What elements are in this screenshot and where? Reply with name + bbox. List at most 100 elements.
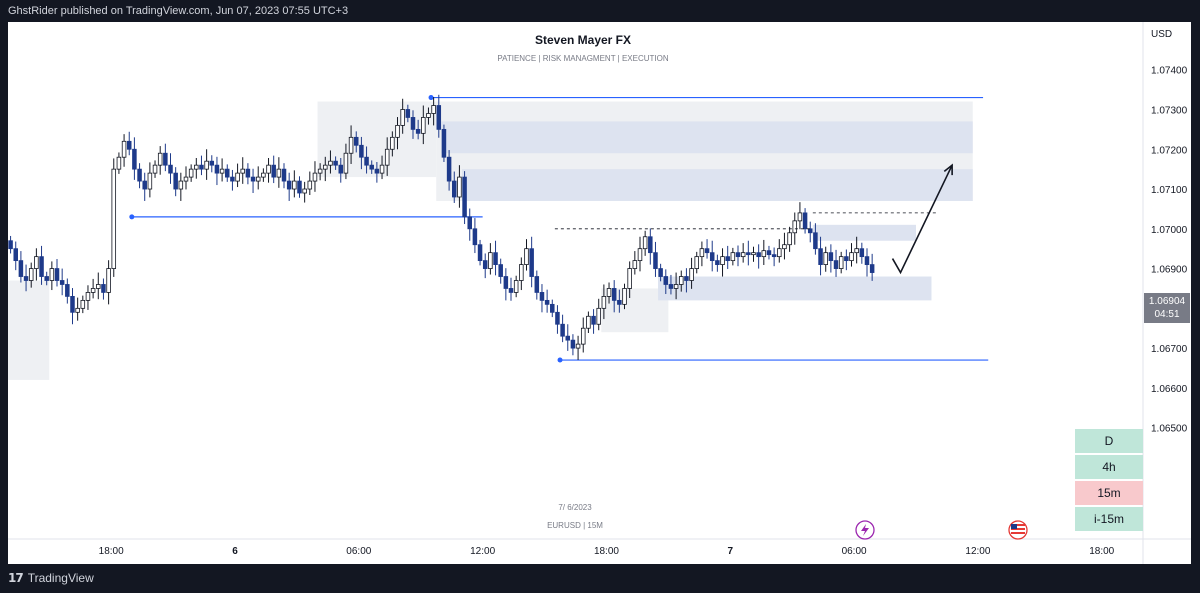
candle-body [255,176,261,182]
candle-body [230,176,235,182]
candle-body [343,152,349,174]
zones-layer [8,101,973,380]
candle-body [219,168,225,174]
candle-body [142,180,147,190]
time-tick-label: 06:00 [842,546,867,557]
candlestick-chart[interactable]: Steven Mayer FX PATIENCE | RISK MANAGMEN… [8,22,1191,564]
candle-body [183,176,189,182]
candle-body [498,264,503,277]
time-tick-label: 06:00 [346,546,371,557]
bottom-bar: 17 TradingView [0,564,1200,593]
candle-body [328,160,333,166]
candle-body [384,148,390,166]
us-flag-icon[interactable] [1008,520,1028,540]
candle-body [302,188,307,194]
price-tick-label: 1.07400 [1151,66,1188,77]
candle-body [611,288,617,301]
candle-body [364,156,369,166]
candle-body [292,180,297,190]
zone-grey [8,280,50,380]
candle-body [720,256,725,265]
candle-body [555,311,560,325]
candle-body [431,105,436,114]
candle-body [178,180,184,190]
time-tick-label: 12:00 [470,546,495,557]
candle-body [400,109,405,126]
candle-body [70,296,75,313]
candle-body [833,260,839,269]
candle-body [534,276,540,293]
candle-body [586,315,591,329]
price-tick-label: 1.06500 [1151,424,1188,435]
candle-body [653,252,658,269]
candle-body [90,288,96,293]
time-tick-label: 18:00 [1089,546,1114,557]
watermark-date: 7/ 6/2023 [558,503,592,512]
candle-body [457,176,462,198]
candle-body [689,268,694,281]
candle-body [18,260,24,277]
zone-blue [658,276,932,301]
candle-body [560,323,565,337]
candle-body [353,136,359,146]
candle-body [13,248,18,262]
candle-body [250,176,256,182]
candle-body [622,288,627,305]
candle-body [199,164,204,170]
candle-body [390,136,395,150]
timeframe-4h-label: 4h [1102,460,1116,474]
candle-body [436,105,442,130]
candle-body [740,252,746,258]
candle-body [529,248,534,277]
candle-body [405,109,411,118]
candle-body [106,268,111,293]
candle-body [54,268,60,281]
tradingview-logo[interactable]: 17 TradingView [8,571,94,585]
time-tick-label: 12:00 [965,546,990,557]
level-anchor [557,357,563,363]
candle-body [838,256,844,269]
zone-blue [441,121,973,154]
timeframe-15m-label: 15m [1097,486,1121,500]
candle-body [601,296,607,309]
candle-body [65,284,70,297]
price-tick-label: 1.07100 [1151,185,1188,196]
candle-body [477,244,483,262]
timeframe-d-label: D [1104,434,1114,448]
candle-body [802,212,808,230]
price-tick-label: 1.07300 [1151,105,1188,116]
candle-body [132,148,137,170]
candle-body [792,220,798,234]
candle-body [266,164,271,174]
candle-body [488,252,493,269]
candle-body [565,335,571,341]
candle-body [508,288,514,293]
candle-body [59,280,65,285]
time-tick-label: 6 [232,546,238,557]
candle-body [864,256,870,265]
candle-body [446,156,452,182]
candle-body [28,268,34,281]
candle-body [591,315,596,325]
time-axis-ticks: 18:00 6 06:00 12:00 18:00 7 06:00 12:00 18:00 [99,546,1115,557]
tradingview-brand: TradingView [27,571,94,585]
level-anchor [428,95,434,101]
zone-blue [462,169,973,201]
candle-body [23,276,29,281]
candle-body [44,276,49,281]
chart-frame[interactable]: Steven Mayer FX PATIENCE | RISK MANAGMEN… [8,22,1191,564]
candle-body [617,299,622,305]
candle-body [550,303,555,313]
candle-body [658,268,663,277]
candle-body [854,248,859,254]
candle-body [467,216,472,230]
candle-body [188,168,194,178]
candle-body [297,180,302,194]
time-tick-label: 7 [727,546,733,557]
candle-body [761,250,767,258]
candle-body [673,284,679,289]
price-tick-label: 1.06600 [1151,384,1188,395]
lightning-icon[interactable] [855,520,875,540]
timeframe-i15m: i-15m [1075,507,1143,531]
candle-body [818,248,823,265]
